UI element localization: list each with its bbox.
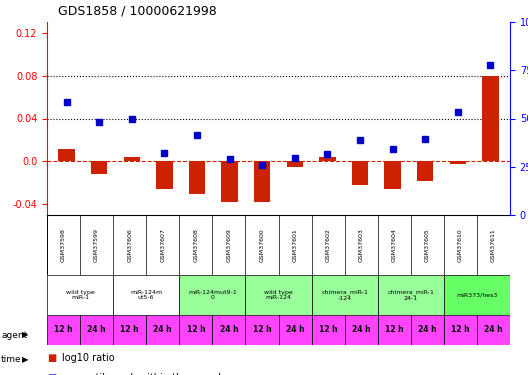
Bar xyxy=(113,315,146,345)
Text: GSM37601: GSM37601 xyxy=(293,228,298,262)
Text: GSM37606: GSM37606 xyxy=(127,228,132,262)
Text: 24 h: 24 h xyxy=(484,326,503,334)
Text: GSM37602: GSM37602 xyxy=(326,228,331,262)
Bar xyxy=(312,315,345,345)
Bar xyxy=(411,315,444,345)
Bar xyxy=(477,315,510,345)
Text: ■: ■ xyxy=(47,374,56,375)
Bar xyxy=(319,157,336,161)
Bar xyxy=(450,161,466,164)
Bar xyxy=(180,275,246,315)
Text: 12 h: 12 h xyxy=(54,326,73,334)
Bar xyxy=(384,161,401,189)
Text: GSM37607: GSM37607 xyxy=(161,228,165,262)
Bar xyxy=(444,275,510,315)
Text: GSM37608: GSM37608 xyxy=(193,228,199,262)
Text: ▶: ▶ xyxy=(22,356,29,364)
Text: GSM37600: GSM37600 xyxy=(259,228,265,262)
Text: wild type
miR-1: wild type miR-1 xyxy=(65,290,95,300)
Text: GSM37599: GSM37599 xyxy=(94,228,99,262)
Bar xyxy=(59,148,75,161)
Bar xyxy=(47,315,80,345)
Text: 24 h: 24 h xyxy=(220,326,238,334)
Text: 12 h: 12 h xyxy=(385,326,403,334)
Text: GDS1858 / 10000621998: GDS1858 / 10000621998 xyxy=(58,5,216,18)
Text: 12 h: 12 h xyxy=(319,326,337,334)
Bar xyxy=(180,315,212,345)
Bar xyxy=(287,161,303,167)
Bar xyxy=(189,161,205,194)
Text: chimera_miR-1
24-1: chimera_miR-1 24-1 xyxy=(388,289,434,301)
Text: 24 h: 24 h xyxy=(286,326,304,334)
Text: GSM37605: GSM37605 xyxy=(425,228,430,262)
Text: time: time xyxy=(1,356,22,364)
Bar xyxy=(47,275,113,315)
Text: agent: agent xyxy=(1,330,27,339)
Bar xyxy=(156,161,173,189)
Text: log10 ratio: log10 ratio xyxy=(62,353,115,363)
Text: ■: ■ xyxy=(47,353,56,363)
Bar xyxy=(246,275,312,315)
Text: wild type
miR-124: wild type miR-124 xyxy=(264,290,293,300)
Bar xyxy=(91,161,107,174)
Bar xyxy=(254,161,270,202)
Text: miR-124mut9-1
0: miR-124mut9-1 0 xyxy=(188,290,237,300)
Bar xyxy=(378,275,444,315)
Bar xyxy=(221,161,238,202)
Text: 24 h: 24 h xyxy=(87,326,106,334)
Bar xyxy=(378,315,411,345)
Text: 12 h: 12 h xyxy=(253,326,271,334)
Text: miR373/hes3: miR373/hes3 xyxy=(456,292,497,297)
Bar xyxy=(417,161,433,181)
Text: GSM37611: GSM37611 xyxy=(491,228,496,262)
Text: 12 h: 12 h xyxy=(186,326,205,334)
Text: 24 h: 24 h xyxy=(418,326,437,334)
Text: GSM37604: GSM37604 xyxy=(392,228,397,262)
Bar xyxy=(312,275,378,315)
Bar xyxy=(345,315,378,345)
Bar xyxy=(444,315,477,345)
Bar xyxy=(146,315,180,345)
Text: percentile rank within the sample: percentile rank within the sample xyxy=(62,374,227,375)
Text: 24 h: 24 h xyxy=(154,326,172,334)
Text: miR-124m
ut5-6: miR-124m ut5-6 xyxy=(130,290,162,300)
Text: GSM37610: GSM37610 xyxy=(458,228,463,262)
Text: 24 h: 24 h xyxy=(352,326,371,334)
Bar xyxy=(246,315,278,345)
Text: GSM37603: GSM37603 xyxy=(359,228,364,262)
Bar xyxy=(212,315,246,345)
Bar xyxy=(113,275,180,315)
Text: GSM37598: GSM37598 xyxy=(61,228,66,262)
Text: ▶: ▶ xyxy=(22,330,29,339)
Text: chimera_miR-1
-124: chimera_miR-1 -124 xyxy=(321,289,368,301)
Bar xyxy=(352,161,368,185)
Text: 12 h: 12 h xyxy=(451,326,470,334)
Bar xyxy=(124,157,140,161)
Bar xyxy=(80,315,113,345)
Bar xyxy=(278,315,312,345)
Text: 12 h: 12 h xyxy=(120,326,139,334)
Text: GSM37609: GSM37609 xyxy=(227,228,231,262)
Bar xyxy=(482,76,498,161)
